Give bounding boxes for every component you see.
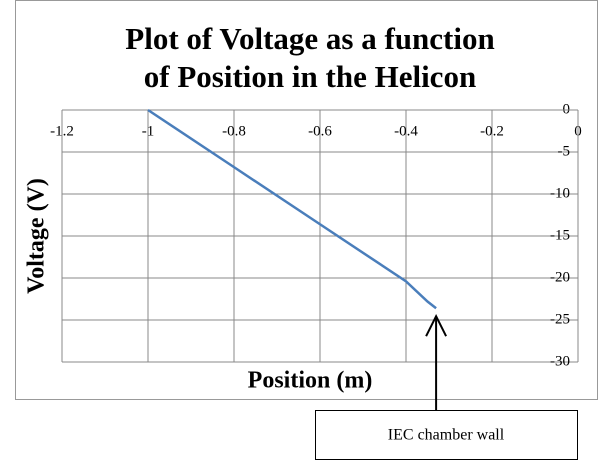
y-tick-label: -30 [550,353,570,369]
y-tick-label: 0 [563,101,571,117]
y-tick-label: -15 [550,227,570,243]
annotation-text: IEC chamber wall [388,427,505,444]
annotation-arrowhead [425,314,447,337]
x-tick-label: -1 [142,123,155,139]
x-tick-label: -0.2 [480,123,504,139]
chart-title: Plot of Voltage as a function [125,21,494,56]
y-tick-label: -10 [550,185,570,201]
y-tick-label: -25 [550,311,570,327]
line [147,108,437,310]
annotation-box [315,410,578,460]
x-tick-label: -0.4 [394,123,418,139]
y-tick-label: -5 [558,143,571,159]
chart-frame [15,0,598,400]
x-tick-label: -0.8 [222,123,246,139]
x-tick-label: -0.6 [308,123,332,139]
y-axis-label: Voltage (V) [24,178,50,294]
y-tick-label: -20 [550,269,570,285]
x-axis-label: Position (m) [248,368,373,394]
chart-title: of Position in the Helicon [144,59,476,94]
x-tick-label: -1.2 [50,123,74,139]
